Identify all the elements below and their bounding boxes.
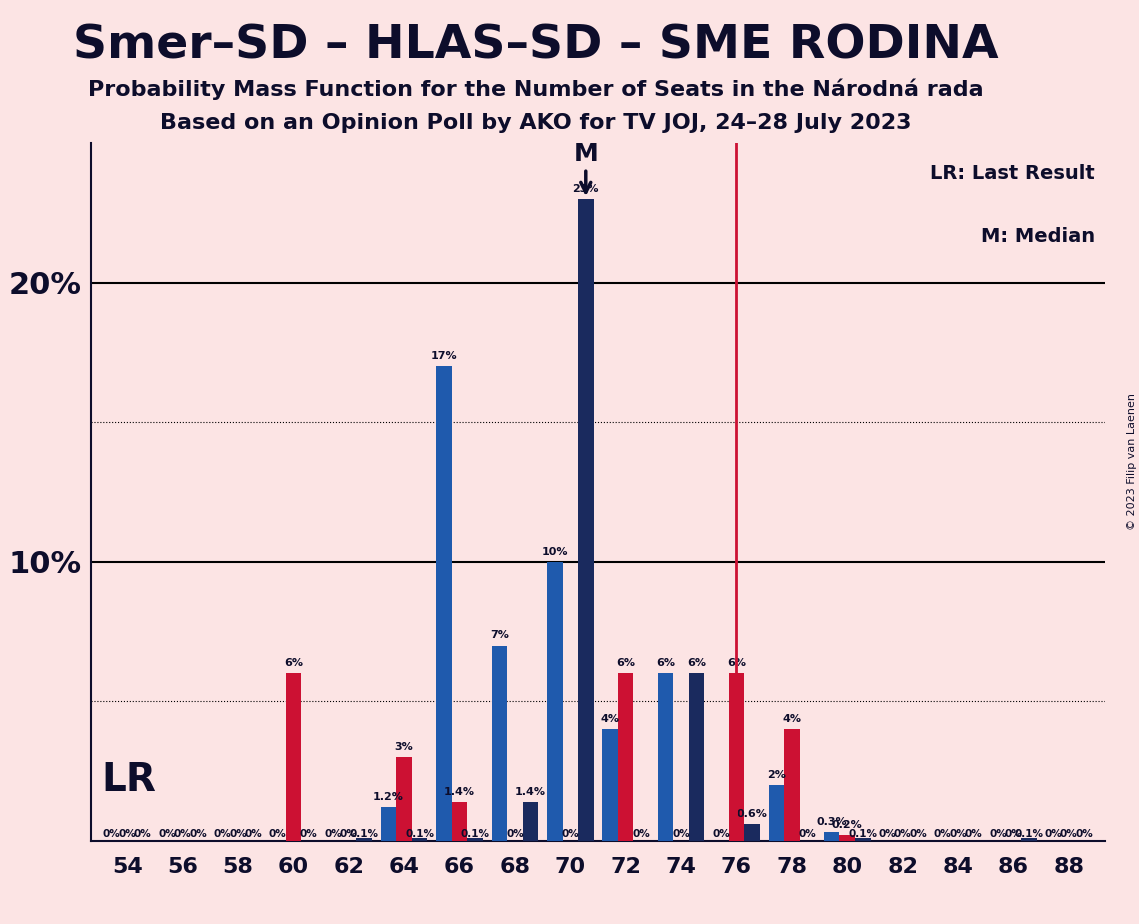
Text: Probability Mass Function for the Number of Seats in the Národná rada: Probability Mass Function for the Number… <box>88 79 983 100</box>
Text: 0%: 0% <box>103 830 121 839</box>
Text: 6%: 6% <box>656 659 675 668</box>
Text: 0.1%: 0.1% <box>350 830 378 839</box>
Text: 6%: 6% <box>616 659 636 668</box>
Bar <box>1022 838 1036 841</box>
Bar <box>357 838 372 841</box>
Text: Smer–SD – HLAS–SD – SME RODINA: Smer–SD – HLAS–SD – SME RODINA <box>73 23 998 68</box>
Bar <box>729 674 744 841</box>
Text: Based on an Opinion Poll by AKO for TV JOJ, 24–28 July 2023: Based on an Opinion Poll by AKO for TV J… <box>159 113 911 133</box>
Bar <box>744 824 760 841</box>
Text: 0%: 0% <box>798 830 817 839</box>
Bar <box>689 674 704 841</box>
Text: 0%: 0% <box>672 830 690 839</box>
Text: 4%: 4% <box>782 714 802 724</box>
Bar <box>396 757 412 841</box>
Text: 0%: 0% <box>632 830 650 839</box>
Text: M: M <box>573 141 598 192</box>
Text: 0%: 0% <box>1005 830 1023 839</box>
Bar <box>380 808 396 841</box>
Text: 1.4%: 1.4% <box>515 786 546 796</box>
Text: 6%: 6% <box>727 659 746 668</box>
Text: 6%: 6% <box>687 659 706 668</box>
Bar <box>577 199 593 841</box>
Text: 4%: 4% <box>600 714 620 724</box>
Text: 0%: 0% <box>712 830 730 839</box>
Text: 0%: 0% <box>1044 830 1063 839</box>
Text: 0%: 0% <box>269 830 287 839</box>
Text: M: Median: M: Median <box>981 227 1095 246</box>
Bar <box>823 833 839 841</box>
Text: 23%: 23% <box>573 184 599 194</box>
Text: 0.2%: 0.2% <box>831 821 862 831</box>
Text: 0%: 0% <box>989 830 1007 839</box>
Bar <box>436 367 452 841</box>
Text: 17%: 17% <box>431 351 457 361</box>
Bar <box>547 562 563 841</box>
Text: 2%: 2% <box>767 770 786 780</box>
Text: 0%: 0% <box>213 830 231 839</box>
Bar <box>769 785 784 841</box>
Text: 0%: 0% <box>562 830 579 839</box>
Bar <box>467 838 483 841</box>
Text: 1.4%: 1.4% <box>444 786 475 796</box>
Bar <box>523 802 538 841</box>
Text: LR: LR <box>101 761 156 799</box>
Text: 0.3%: 0.3% <box>817 818 847 828</box>
Text: 0%: 0% <box>1060 830 1077 839</box>
Bar <box>784 729 800 841</box>
Bar <box>618 674 633 841</box>
Text: 1.2%: 1.2% <box>374 793 404 802</box>
Bar <box>855 838 870 841</box>
Text: 0%: 0% <box>965 830 983 839</box>
Bar <box>492 646 507 841</box>
Text: 0%: 0% <box>894 830 911 839</box>
Text: 3%: 3% <box>395 742 413 752</box>
Text: 0%: 0% <box>133 830 151 839</box>
Text: 6%: 6% <box>284 659 303 668</box>
Text: 0%: 0% <box>118 830 136 839</box>
Text: 0%: 0% <box>934 830 951 839</box>
Text: 0.1%: 0.1% <box>849 830 877 839</box>
Text: 0%: 0% <box>325 830 342 839</box>
Text: 0.1%: 0.1% <box>405 830 434 839</box>
Text: 0%: 0% <box>245 830 262 839</box>
Bar <box>839 835 855 841</box>
Text: LR: Last Result: LR: Last Result <box>929 164 1095 183</box>
Text: 0%: 0% <box>506 830 524 839</box>
Text: 0.1%: 0.1% <box>1015 830 1043 839</box>
Text: 0.1%: 0.1% <box>460 830 490 839</box>
Text: 0%: 0% <box>949 830 967 839</box>
Text: 0%: 0% <box>300 830 318 839</box>
Text: 0%: 0% <box>878 830 896 839</box>
Bar <box>286 674 301 841</box>
Text: 0%: 0% <box>189 830 207 839</box>
Bar <box>452 802 467 841</box>
Bar <box>412 838 427 841</box>
Text: 0%: 0% <box>339 830 358 839</box>
Text: 7%: 7% <box>490 630 509 640</box>
Text: © 2023 Filip van Laenen: © 2023 Filip van Laenen <box>1126 394 1137 530</box>
Text: 10%: 10% <box>541 547 568 557</box>
Text: 0%: 0% <box>173 830 191 839</box>
Text: 0%: 0% <box>229 830 247 839</box>
Bar <box>603 729 618 841</box>
Text: 0%: 0% <box>909 830 927 839</box>
Bar <box>658 674 673 841</box>
Text: 0%: 0% <box>158 830 175 839</box>
Text: 0%: 0% <box>1075 830 1093 839</box>
Text: 0.6%: 0.6% <box>737 809 768 819</box>
